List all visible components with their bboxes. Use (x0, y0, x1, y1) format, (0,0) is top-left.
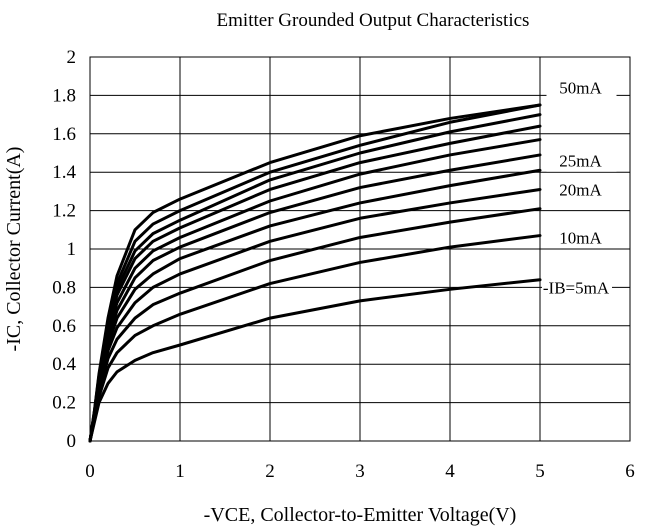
y-tick-label: 1.6 (52, 124, 76, 145)
y-tick-label: 0.8 (52, 277, 76, 298)
y-tick-label: 2 (67, 47, 77, 68)
y-tick-label: 0.6 (52, 316, 76, 337)
y-tick-label: 0 (67, 431, 77, 452)
annotation-background (546, 224, 617, 249)
y-tick-label: 1 (67, 239, 77, 260)
curve-annotations: 50mA 25mA 20mA 10mA -IB=5mA (542, 74, 617, 299)
curve-annotation-label: 10mA (559, 228, 602, 247)
y-axis-label: -IC, Collector Current(A) (3, 147, 25, 352)
grid-lines (90, 57, 630, 441)
curve-annotation-label: 50mA (559, 79, 602, 98)
x-tick-label: 0 (85, 461, 95, 482)
x-tick-label: 3 (355, 461, 365, 482)
x-tick-label: 1 (175, 461, 185, 482)
y-tick-label: 0.4 (52, 354, 76, 375)
y-tick-label: 1.2 (52, 201, 76, 222)
x-tick-labels: 0 1 2 3 4 5 6 (85, 461, 635, 482)
annotation-background (546, 147, 617, 172)
x-tick-label: 4 (445, 461, 455, 482)
series-line-11 (88, 103, 542, 443)
x-tick-label: 5 (535, 461, 545, 482)
y-tick-label: 1.8 (52, 85, 76, 106)
curve-annotation-label: -IB=5mA (543, 278, 610, 297)
plot-frame (89, 56, 631, 442)
chart-title: Emitter Grounded Output Characteristics (217, 10, 530, 31)
x-tick-label: 2 (265, 461, 275, 482)
annotation-background (546, 74, 617, 99)
y-tick-label: 0.2 (52, 393, 76, 414)
curve-annotation-label: 25mA (559, 152, 602, 171)
x-tick-label: 6 (625, 461, 635, 482)
curve-annotation-label: 20mA (559, 180, 602, 199)
y-tick-labels: 0 0.2 0.4 0.6 0.8 1 1.2 1.4 1.6 1.8 2 (52, 47, 76, 452)
annotation-background (542, 274, 612, 299)
x-axis-label: -VCE, Collector-to-Emitter Voltage(V) (204, 504, 517, 526)
series-lines (88, 103, 542, 443)
annotation-background (546, 176, 617, 201)
y-tick-label: 1.4 (52, 162, 76, 183)
